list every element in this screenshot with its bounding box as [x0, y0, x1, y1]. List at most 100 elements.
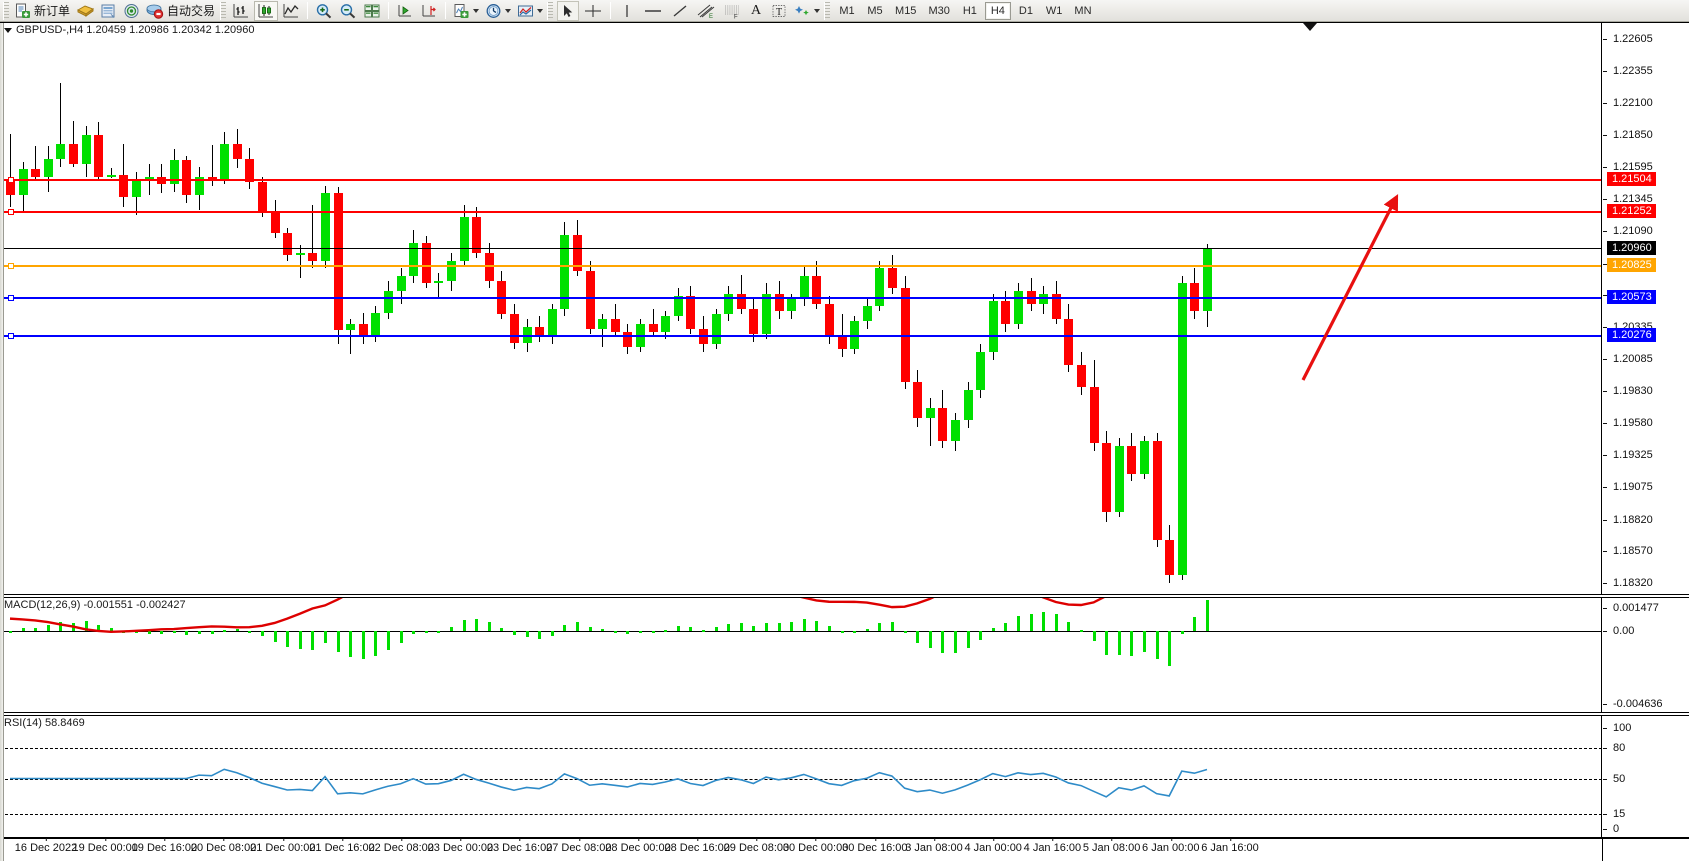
candle-body-bull [220, 143, 230, 180]
timeframe-button-mn[interactable]: MN [1074, 4, 1092, 17]
horizontal-line-button[interactable] [640, 1, 666, 21]
level-anchor-handle[interactable] [8, 176, 14, 183]
indicators-dropdown-caret[interactable] [473, 8, 480, 13]
data-window-button[interactable] [98, 1, 119, 21]
price-tag-last-price[interactable]: 1.20960 [1607, 240, 1656, 255]
tile-windows-button[interactable] [361, 1, 383, 21]
trendline-button[interactable] [668, 1, 692, 21]
level-anchor-handle[interactable] [8, 262, 14, 269]
timeframe-button-m15[interactable]: M15 [895, 4, 917, 17]
fibonacci-button[interactable]: F [720, 1, 744, 21]
chart-shift-button[interactable] [418, 1, 440, 21]
zoom-in-button[interactable] [313, 1, 335, 21]
candle-body-bear [245, 158, 255, 182]
chart-scroll-marker[interactable] [1303, 23, 1317, 31]
price-plot-area[interactable]: GBPUSD-,H4 1.20459 1.20986 1.20342 1.209… [0, 23, 1602, 594]
timeframe-button-w1[interactable]: W1 [1045, 4, 1063, 17]
candle-body-bull [711, 313, 721, 345]
rsi-plot-area[interactable]: RSI(14) 58.8469 [0, 716, 1602, 837]
market-watch-button[interactable] [75, 1, 96, 21]
level-anchor-handle[interactable] [8, 332, 14, 339]
timeframe-button-m30[interactable]: M30 [928, 4, 950, 17]
new-order-button[interactable]: 新订单 [13, 1, 73, 21]
timeframe-button-m1[interactable]: M1 [839, 4, 855, 17]
navigator-button[interactable] [121, 1, 142, 21]
toolbar-grip-2[interactable] [220, 1, 227, 20]
price-tick: 1.21090 [1603, 225, 1689, 238]
macd-plot-area[interactable]: MACD(12,26,9) -0.001551 -0.002427 [0, 598, 1602, 712]
time-tick: 21 Dec 16:00 [309, 838, 375, 854]
periods-dropdown-caret[interactable] [505, 8, 512, 13]
chart-menu-caret-icon[interactable] [4, 27, 12, 33]
chart-area[interactable]: GBPUSD-,H4 1.20459 1.20986 1.20342 1.209… [0, 22, 1689, 861]
candle-body-bear [535, 326, 545, 337]
macd-axis[interactable]: 0.001477 0.00 -0.004636 [1603, 598, 1689, 712]
candle-body-bear [207, 176, 217, 180]
rsi-axis[interactable]: 100 80 50 15 0 [1603, 716, 1689, 837]
level-anchor-handle[interactable] [8, 208, 14, 215]
equidistant-channel-button[interactable]: E [694, 1, 718, 21]
symbol-label[interactable]: GBPUSD-,H4 1.20459 1.20986 1.20342 1.209… [4, 24, 255, 36]
price-tick: 1.18570 [1603, 545, 1689, 558]
text-button[interactable]: A [746, 1, 766, 21]
timeframe-button-d1[interactable]: D1 [1018, 4, 1033, 17]
price-axis[interactable]: 1.22605 1.22355 1.22100 1.21850 1.21595 1.213… [1603, 23, 1689, 594]
price-tag-support[interactable]: 1.20573 [1607, 289, 1656, 304]
candlestick [850, 23, 860, 594]
line-chart-button[interactable] [280, 1, 302, 21]
macd-histogram-bar [613, 631, 617, 634]
macd-histogram-bar [1017, 615, 1020, 632]
indicators-button[interactable] [451, 1, 481, 21]
macd-histogram-bar [828, 626, 831, 632]
macd-pane[interactable]: MACD(12,26,9) -0.001551 -0.002427 0.0014… [0, 597, 1689, 713]
candle-body-bull [598, 318, 608, 330]
auto-trading-button[interactable]: 自动交易 [144, 1, 218, 21]
objects-dropdown-caret[interactable] [814, 8, 821, 13]
candle-body-bull [459, 217, 469, 261]
candle-body-bull [396, 275, 406, 291]
time-axis[interactable]: 16 Dec 2022 19 Dec 00:00 19 Dec 16:00 20 De… [0, 838, 1689, 861]
cursor-button[interactable] [557, 0, 580, 21]
candlestick [661, 23, 671, 594]
bar-chart-button[interactable] [230, 1, 252, 21]
macd-histogram-bar [1168, 631, 1172, 666]
price-tag-pivot[interactable]: 1.20825 [1607, 257, 1656, 272]
text-label-button[interactable]: T [768, 1, 790, 21]
toolbar-grip-4[interactable] [824, 1, 831, 20]
toolbar-grip-1[interactable] [3, 1, 9, 20]
price-tag-resistance[interactable]: 1.21504 [1607, 171, 1656, 186]
candle-body-bull [56, 143, 66, 159]
time-tick: 4 Jan 00:00 [964, 838, 1022, 854]
periods-button[interactable] [483, 1, 513, 21]
macd-histogram-bar [336, 631, 340, 653]
toolbar-grip-3[interactable] [547, 1, 554, 20]
candlestick [43, 23, 53, 594]
candlestick-chart-button[interactable] [254, 0, 279, 21]
price-pane[interactable]: GBPUSD-,H4 1.20459 1.20986 1.20342 1.209… [0, 23, 1689, 595]
price-tick: 1.21345 [1603, 193, 1689, 206]
macd-histogram-bar [248, 631, 252, 634]
timeframe-button-h4[interactable]: H4 [984, 1, 1011, 20]
level-anchor-handle[interactable] [8, 294, 14, 301]
macd-histogram-bar [777, 623, 781, 632]
candle-body-bull [18, 169, 28, 195]
price-tag-resistance[interactable]: 1.21252 [1607, 203, 1656, 218]
rsi-pane[interactable]: RSI(14) 58.8469 100 80 50 15 0 [0, 715, 1689, 838]
zoom-out-button[interactable] [337, 1, 359, 21]
rsi-guide-15 [0, 813, 1601, 815]
candlestick [31, 23, 41, 594]
macd-histogram-bar [450, 627, 453, 632]
auto-scroll-button[interactable] [394, 1, 416, 21]
vertical-line-button[interactable] [616, 1, 638, 21]
templates-dropdown-caret[interactable] [537, 8, 544, 13]
timeframe-button-m5[interactable]: M5 [867, 4, 883, 17]
templates-button[interactable] [515, 1, 545, 21]
macd-histogram-bar [298, 631, 302, 650]
timeframe-button-h1[interactable]: H1 [962, 4, 977, 17]
candle-body-bear [1089, 387, 1099, 444]
candle-body-bull [346, 324, 356, 331]
macd-histogram-bar [324, 631, 327, 643]
price-tag-support[interactable]: 1.20276 [1607, 327, 1656, 342]
objects-button[interactable] [792, 1, 822, 21]
crosshair-button[interactable] [581, 1, 605, 21]
